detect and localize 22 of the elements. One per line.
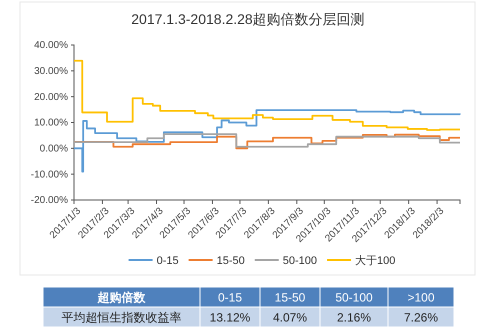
text: 2.16% <box>336 310 372 324</box>
legend-label: 大于100 <box>355 254 396 267</box>
category-label: 0-15 <box>218 290 242 304</box>
y-tick-label: 20.00% <box>34 92 68 103</box>
text: 4.07% <box>272 310 308 324</box>
y-tick-label: -10.00% <box>30 169 68 180</box>
legend-label: 50-100 <box>282 255 318 267</box>
y-tick-label: 40.00% <box>34 40 68 52</box>
category-label: 50-100 <box>335 290 374 304</box>
text: 13.12% <box>210 310 250 324</box>
legend-label: 0-15 <box>156 255 179 267</box>
y-tick-label: 10.00% <box>34 118 68 129</box>
text: 7.26% <box>404 310 438 324</box>
category-label: >100 <box>407 290 435 304</box>
y-tick-label: 0.00% <box>40 144 68 155</box>
chart-title: 2017.1.3-2018.2.28超购倍数分层回测 <box>131 11 365 27</box>
y-tick-label: 30.00% <box>34 66 68 78</box>
y-tick-label: -20.00% <box>30 195 68 206</box>
legend-label: 15-50 <box>216 255 245 267</box>
category-label: 15-50 <box>274 290 306 304</box>
text: 超购倍数 <box>96 290 146 304</box>
text: 平均超恒生指数收益率 <box>62 310 182 324</box>
